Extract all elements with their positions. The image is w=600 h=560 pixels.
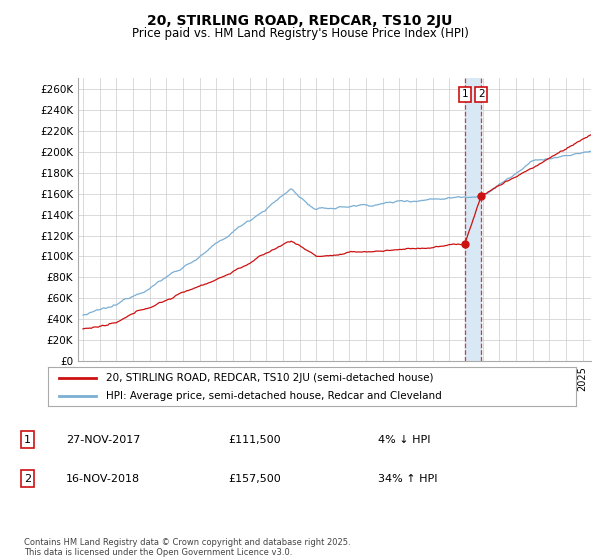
Bar	[464, 78, 481, 361]
Text: 1: 1	[461, 89, 468, 99]
Text: £157,500: £157,500	[228, 474, 281, 484]
Text: Price paid vs. HM Land Registry's House Price Index (HPI): Price paid vs. HM Land Registry's House …	[131, 27, 469, 40]
Text: £111,500: £111,500	[228, 435, 281, 445]
Text: 1: 1	[24, 435, 31, 445]
Text: 4% ↓ HPI: 4% ↓ HPI	[378, 435, 431, 445]
Text: 34% ↑ HPI: 34% ↑ HPI	[378, 474, 437, 484]
Text: 20, STIRLING ROAD, REDCAR, TS10 2JU (semi-detached house): 20, STIRLING ROAD, REDCAR, TS10 2JU (sem…	[106, 373, 434, 383]
Text: Contains HM Land Registry data © Crown copyright and database right 2025.
This d: Contains HM Land Registry data © Crown c…	[24, 538, 350, 557]
Text: 16-NOV-2018: 16-NOV-2018	[66, 474, 140, 484]
Text: 27-NOV-2017: 27-NOV-2017	[66, 435, 140, 445]
Text: 2: 2	[478, 89, 485, 99]
Text: HPI: Average price, semi-detached house, Redcar and Cleveland: HPI: Average price, semi-detached house,…	[106, 391, 442, 401]
Text: 2: 2	[24, 474, 31, 484]
Text: 20, STIRLING ROAD, REDCAR, TS10 2JU: 20, STIRLING ROAD, REDCAR, TS10 2JU	[148, 14, 452, 28]
